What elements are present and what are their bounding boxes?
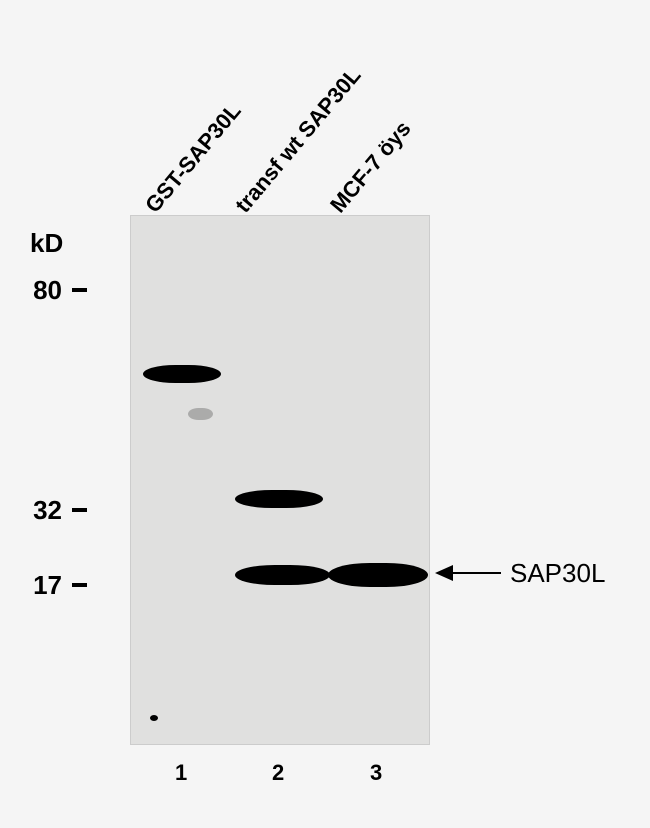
band-lane2-sap30l: [235, 565, 330, 585]
sap30l-arrow-line: [453, 572, 501, 574]
marker-80-dash: [72, 288, 87, 292]
band-lane3-sap30l: [328, 563, 428, 587]
blot-membrane: [130, 215, 430, 745]
marker-17-dash: [72, 583, 87, 587]
band-lane2-upper: [235, 490, 323, 508]
lane-number-1: 1: [175, 760, 187, 786]
marker-32-dash: [72, 508, 87, 512]
lane-number-3: 3: [370, 760, 382, 786]
blot-artifact: [150, 715, 158, 721]
sap30l-label: SAP30L: [510, 558, 605, 589]
band-lane1-gst: [143, 365, 221, 383]
lane-label-3: MCF-7 öys: [325, 116, 416, 218]
band-lane1-faint: [188, 408, 213, 420]
western-blot-figure: kD 80 32 17 GST-SAP30L transf wt SAP30L …: [0, 0, 650, 828]
marker-80: 80: [30, 275, 62, 306]
lane-number-2: 2: [272, 760, 284, 786]
marker-header: kD: [30, 228, 63, 259]
marker-32: 32: [30, 495, 62, 526]
sap30l-arrow-head: [435, 565, 453, 581]
marker-17: 17: [30, 570, 62, 601]
